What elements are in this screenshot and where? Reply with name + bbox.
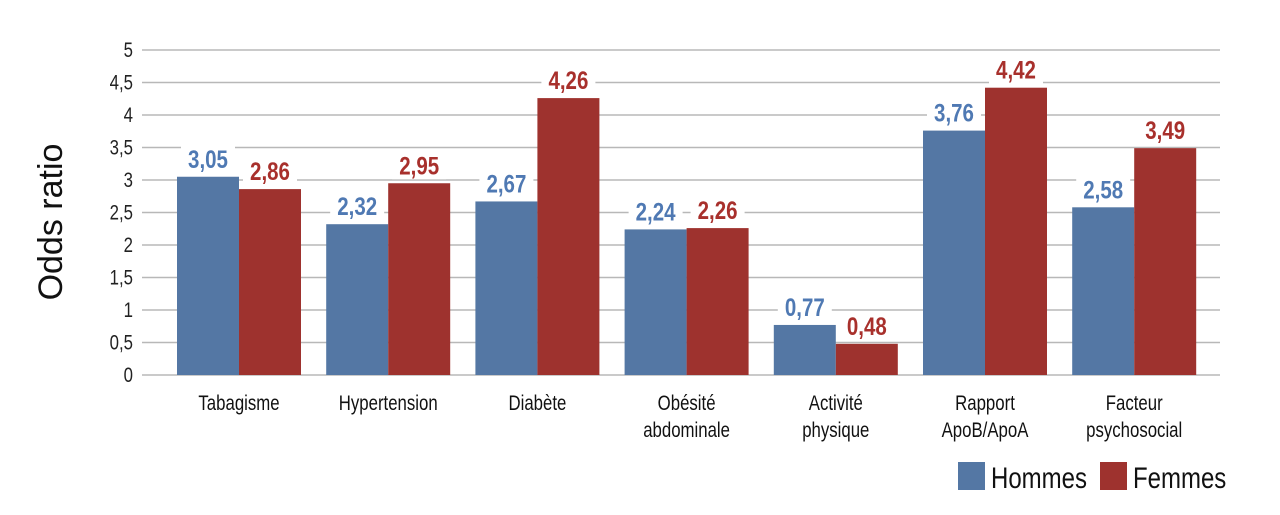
bar-hommes — [177, 176, 239, 375]
bar-hommes — [1072, 207, 1135, 375]
data-label: 3,05 — [188, 145, 228, 173]
data-label-background — [1076, 175, 1131, 204]
bar-femmes — [388, 183, 451, 375]
data-label: 2,58 — [1083, 175, 1123, 203]
data-label: 3,49 — [1145, 116, 1185, 144]
data-label: 2,26 — [698, 196, 738, 224]
data-label-background — [777, 292, 832, 321]
y-tick-label: 1,5 — [110, 267, 133, 290]
x-tick-label: Activité — [809, 392, 863, 415]
bar-hommes — [923, 130, 985, 375]
legend-label-femmes: Femmes — [1133, 460, 1226, 494]
data-label-background — [628, 197, 683, 226]
data-label: 4,42 — [996, 56, 1036, 84]
y-tick-label: 1 — [124, 299, 133, 322]
bar-femmes — [537, 98, 600, 375]
data-label-background — [479, 169, 534, 198]
x-tick-label: abdominale — [643, 419, 730, 442]
data-label: 0,77 — [785, 293, 825, 321]
data-label: 3,76 — [934, 99, 974, 127]
bar-hommes — [326, 224, 389, 375]
x-tick-label: psychosocial — [1086, 419, 1182, 442]
x-tick-label: Obésité — [658, 392, 716, 415]
bar-femmes — [1134, 148, 1197, 375]
y-axis-label: Odds ratio — [32, 144, 70, 301]
data-label-background — [243, 157, 297, 186]
bar-femmes — [985, 87, 1047, 375]
x-tick-label: ApoB/ApoA — [942, 419, 1029, 442]
x-tick-label: physique — [802, 419, 869, 442]
data-label: 2,67 — [486, 169, 526, 197]
y-tick-label: 0,5 — [110, 332, 133, 355]
data-label-background — [690, 196, 745, 225]
legend-swatch-hommes — [958, 462, 985, 490]
bar-hommes — [475, 201, 538, 375]
data-label-background — [989, 55, 1043, 84]
data-label-background — [927, 98, 981, 127]
bar-hommes — [624, 229, 687, 375]
data-label-background — [541, 66, 596, 95]
x-tick-label: Facteur — [1106, 392, 1163, 415]
y-axis-ticks: 0 0,5 1 1,5 2 2,5 3 3,5 4 4,5 5 — [110, 39, 134, 387]
bar-femmes — [239, 189, 301, 375]
data-label: 2,32 — [337, 192, 377, 220]
data-label: 4,26 — [548, 66, 588, 94]
data-label-background — [1138, 116, 1193, 145]
data-label: 2,95 — [399, 151, 439, 179]
legend-swatch-femmes — [1100, 462, 1127, 490]
data-label-background — [839, 311, 894, 340]
x-tick-label: Rapport — [955, 392, 1015, 415]
y-tick-label: 4,5 — [110, 72, 133, 95]
bar-hommes — [773, 324, 836, 375]
y-tick-label: 4 — [124, 104, 134, 127]
x-tick-label: Diabète — [508, 392, 566, 415]
x-tick-label: Hypertension — [339, 392, 438, 415]
data-label: 0,48 — [847, 312, 887, 340]
bar-femmes — [686, 228, 749, 375]
y-tick-label: 3,5 — [110, 137, 133, 160]
data-label: 2,24 — [636, 197, 676, 225]
y-tick-label: 5 — [124, 39, 133, 62]
legend-label-hommes: Hommes — [991, 460, 1087, 494]
bar-femmes — [835, 343, 898, 375]
data-label-background — [392, 151, 447, 180]
legend: Hommes Femmes — [958, 460, 1226, 495]
y-tick-label: 3 — [124, 169, 133, 192]
x-tick-label: Tabagisme — [198, 392, 279, 415]
y-tick-label: 2 — [124, 234, 133, 257]
bars: 3,05 2,86 2,32 2,95 2,67 4,26 2,24 2,26 0,77 0,48… — [177, 55, 1197, 375]
data-label: 2,86 — [250, 157, 290, 185]
data-label-background — [181, 144, 235, 173]
y-tick-label: 0 — [124, 364, 133, 387]
x-axis-labels: Tabagisme Hypertension Diabète Obésité abdom… — [198, 392, 1182, 442]
data-label-background — [330, 192, 385, 221]
y-tick-label: 2,5 — [110, 202, 133, 225]
